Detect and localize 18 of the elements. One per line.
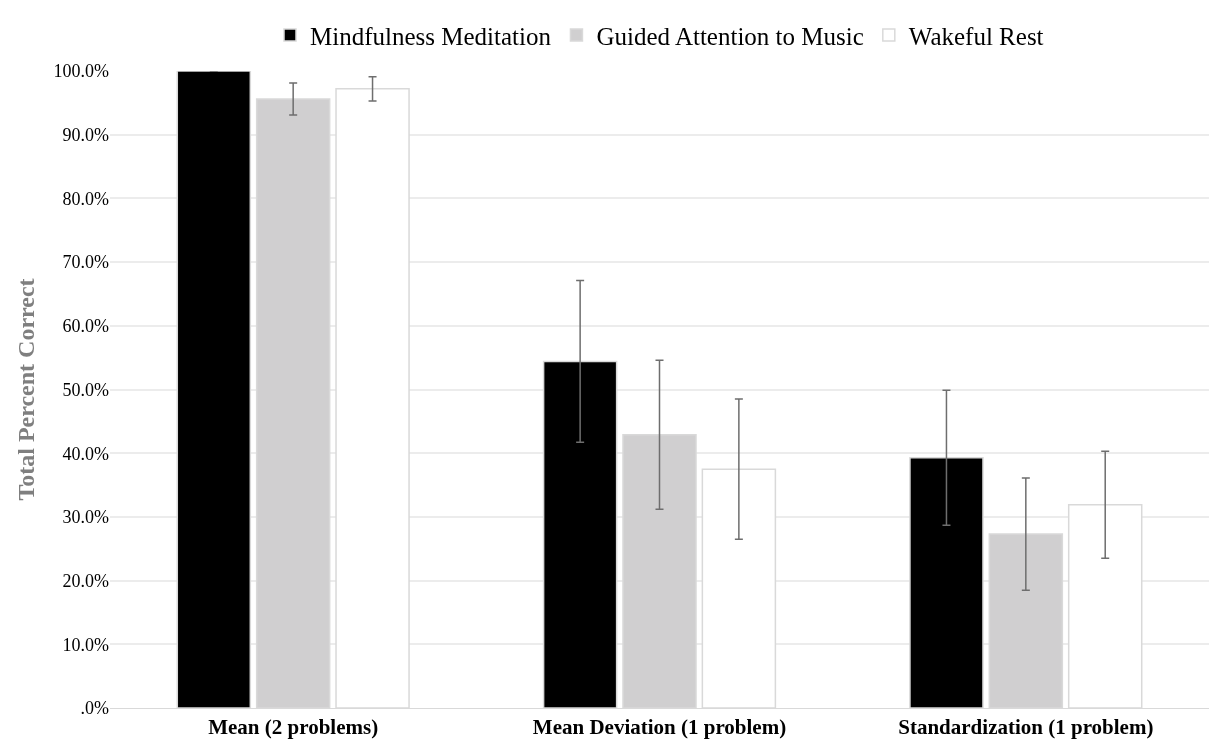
y-tick-label: 40.0% <box>62 443 109 464</box>
y-tick-label: 30.0% <box>62 507 109 528</box>
y-tick-label: 10.0% <box>62 634 109 655</box>
y-tick-label: .0% <box>80 698 109 719</box>
x-tick-label: Standardization (1 problem) <box>898 715 1154 740</box>
y-tick-label: 90.0% <box>62 125 109 145</box>
y-tick-label: 100.0% <box>53 61 109 82</box>
y-axis-title: Total Percent Correct <box>12 278 39 501</box>
y-tick-label: 70.0% <box>62 252 109 273</box>
legend-label: Guided Attention to Music <box>596 22 864 50</box>
y-tick-label: 50.0% <box>62 379 109 400</box>
x-tick-label: Mean Deviation (1 problem) <box>532 715 787 740</box>
y-tick-label: 20.0% <box>62 570 109 591</box>
x-tick-label: Mean (2 problems) <box>208 715 379 740</box>
y-tick-label: 60.0% <box>62 316 109 337</box>
legend-label: Wakeful Rest <box>908 22 1044 50</box>
y-tick-label: 80.0% <box>62 188 109 209</box>
legend-label: Mindfulness Meditation <box>310 22 552 50</box>
